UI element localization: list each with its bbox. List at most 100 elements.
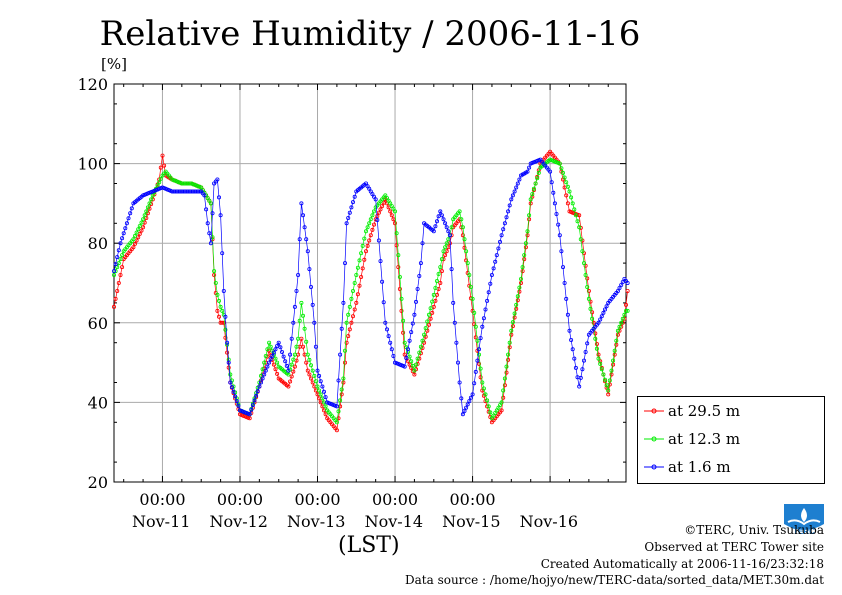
x-tick-date-label: Nov-14 (365, 512, 423, 531)
data-point (347, 304, 352, 309)
data-point (402, 340, 407, 345)
data-point (559, 166, 564, 171)
data-point (383, 320, 388, 325)
data-point (507, 203, 512, 208)
data-point (229, 385, 234, 390)
data-point (551, 190, 556, 195)
data-point (506, 352, 511, 357)
data-point (619, 282, 624, 287)
legend: at 29.5 m at 12.3 m at 1.6 m (637, 396, 825, 484)
data-point (473, 369, 478, 374)
data-point (573, 213, 578, 218)
data-point (426, 312, 431, 317)
data-point (262, 372, 267, 377)
data-point (614, 338, 619, 343)
data-point (292, 364, 297, 369)
data-point (486, 290, 491, 295)
data-point (583, 272, 588, 277)
data-point (289, 362, 294, 367)
data-point (296, 272, 301, 277)
data-point (389, 347, 394, 352)
data-point (478, 366, 483, 371)
data-point (150, 193, 155, 198)
data-point (496, 246, 501, 251)
data-point (254, 393, 259, 398)
legend-marker-12-3m (644, 436, 664, 442)
data-point (321, 389, 326, 394)
data-point (601, 372, 606, 377)
data-point (415, 286, 420, 291)
data-point (476, 347, 481, 352)
data-point (129, 206, 134, 211)
data-point (585, 284, 590, 289)
data-point (255, 389, 260, 394)
x-tick-time-label: 00:00 (217, 490, 263, 509)
legend-label-29-5m: at 29.5 m (668, 402, 741, 420)
data-point (212, 269, 217, 274)
data-point (216, 195, 221, 200)
data-point (525, 169, 530, 174)
data-point (583, 349, 588, 354)
data-point (275, 343, 280, 348)
data-point (142, 213, 147, 218)
data-point (299, 300, 304, 305)
data-point (223, 314, 228, 319)
data-point (491, 266, 496, 271)
data-point (362, 257, 367, 262)
data-point (588, 306, 593, 311)
data-point (144, 209, 149, 214)
data-point (392, 221, 397, 226)
data-point (510, 320, 515, 325)
data-point (368, 217, 373, 222)
data-point (341, 380, 346, 385)
data-point (565, 184, 570, 189)
data-point (134, 238, 139, 243)
data-point (486, 404, 491, 409)
data-point (501, 395, 506, 400)
footer-observed: Observed at TERC Tower site (644, 540, 824, 554)
x-tick-time-label: 00:00 (139, 490, 185, 509)
data-point (234, 399, 239, 404)
data-point (347, 210, 352, 215)
data-point (517, 177, 522, 182)
data-point (341, 300, 346, 305)
data-point (441, 249, 446, 254)
data-point (567, 189, 572, 194)
data-point (286, 372, 291, 377)
data-point (120, 265, 125, 270)
data-point (392, 209, 397, 214)
data-point (620, 316, 625, 321)
data-point (468, 395, 473, 400)
data-point (578, 375, 583, 380)
data-point (307, 357, 312, 362)
data-point (367, 238, 372, 243)
data-point (300, 213, 305, 218)
data-point (426, 322, 431, 327)
data-point (294, 344, 299, 349)
data-point (339, 326, 344, 331)
data-point (384, 327, 389, 332)
data-point (262, 360, 267, 365)
data-point (157, 180, 162, 185)
data-point (373, 197, 378, 202)
data-point (527, 213, 532, 218)
data-point (536, 170, 541, 175)
data-point (307, 372, 312, 377)
plot-frame (113, 83, 627, 483)
data-point (218, 304, 223, 309)
data-point (457, 209, 462, 214)
data-point (346, 215, 351, 220)
data-point (317, 388, 322, 393)
data-point (460, 412, 465, 417)
data-point (300, 344, 305, 349)
data-point (554, 211, 559, 216)
data-point (431, 304, 436, 309)
data-point (428, 316, 433, 321)
data-point (132, 241, 137, 246)
data-point (112, 272, 117, 277)
data-point (418, 261, 423, 266)
data-point (434, 278, 439, 283)
data-point (355, 265, 360, 270)
data-point (622, 312, 627, 317)
data-point (407, 354, 412, 359)
